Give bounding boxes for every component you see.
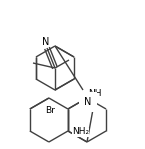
Text: N: N [42, 37, 50, 47]
Text: N: N [84, 97, 92, 107]
Text: Br: Br [45, 107, 55, 115]
Text: NH₂: NH₂ [72, 128, 89, 136]
Text: NH: NH [88, 89, 102, 97]
